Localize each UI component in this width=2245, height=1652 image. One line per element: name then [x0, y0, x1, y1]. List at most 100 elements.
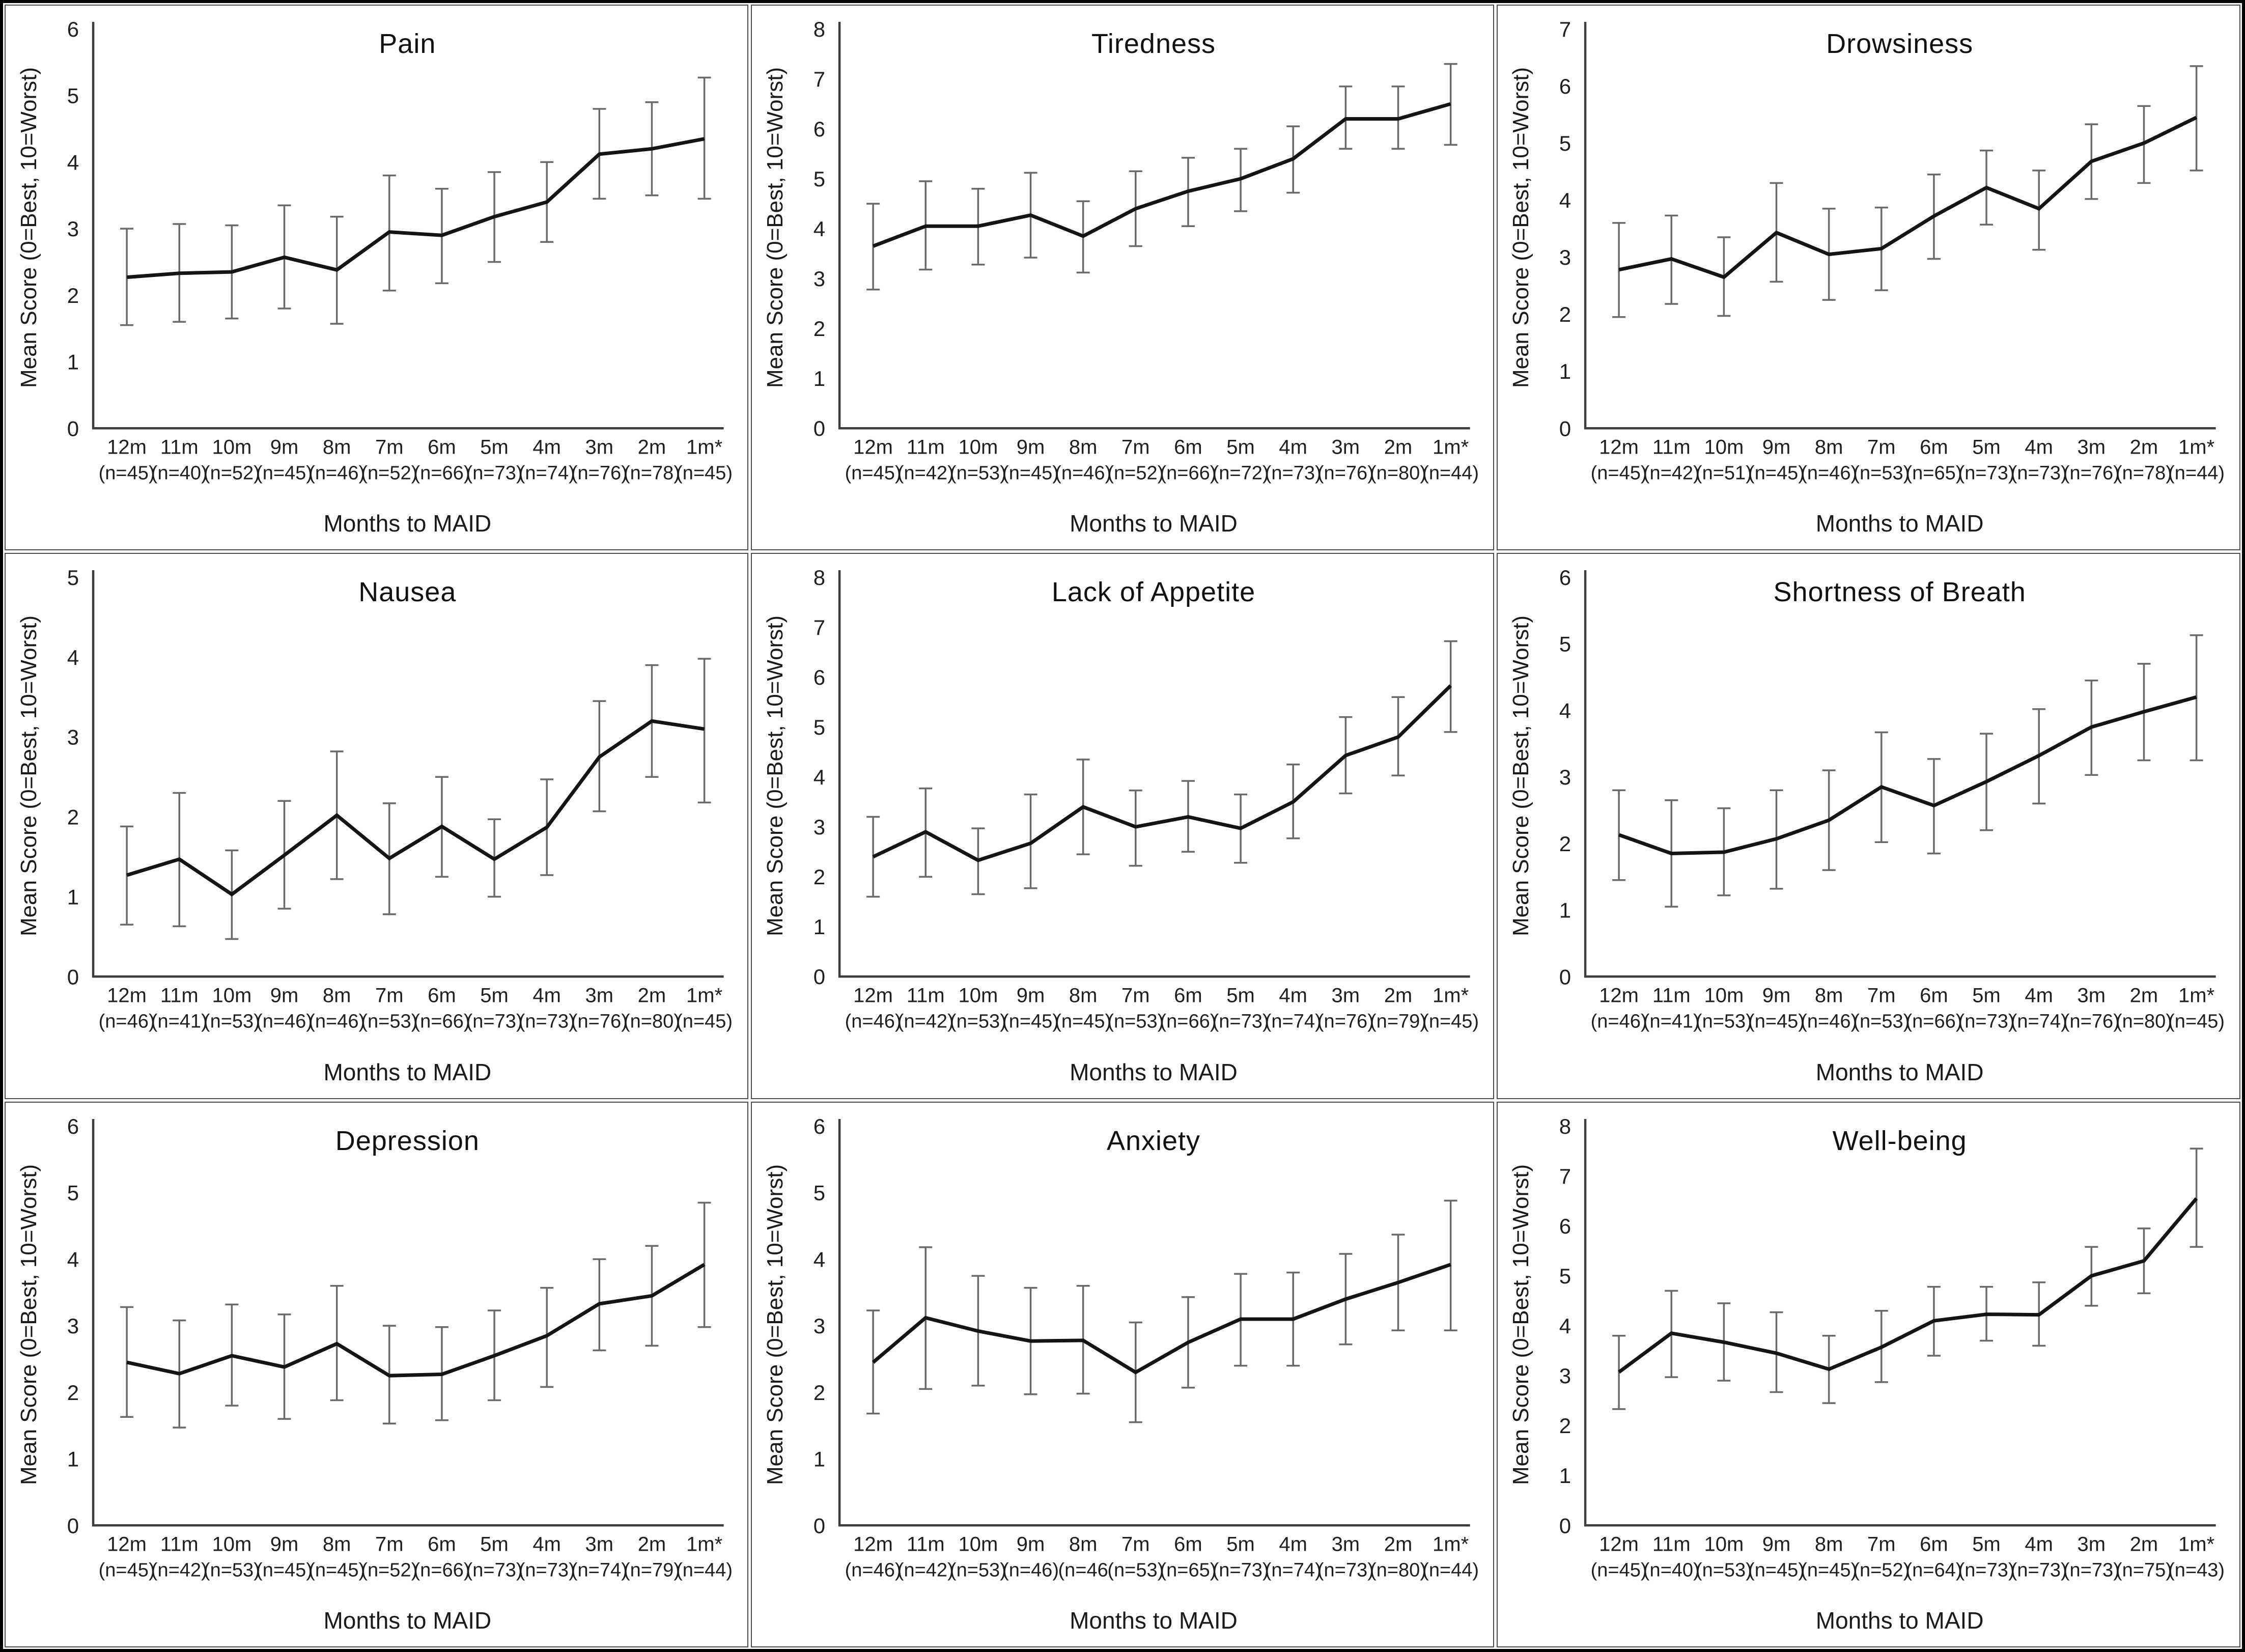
x-tick-label: 3m	[2078, 985, 2106, 1007]
x-axis-label: Months to MAID	[1070, 1058, 1238, 1085]
y-tick-label: 2	[67, 805, 79, 829]
x-tick-label: 12m	[1599, 985, 1639, 1007]
n-count-label: (n=74)	[519, 462, 575, 484]
n-count-label: (n=46)	[845, 1559, 901, 1581]
x-tick-label: 5m	[480, 985, 509, 1007]
y-tick-label: 1	[1559, 1464, 1571, 1488]
x-tick-label: 7m	[1121, 985, 1150, 1007]
chart-title: Nausea	[358, 577, 457, 608]
x-tick-label: 8m	[1069, 1533, 1098, 1555]
n-count-label: (n=42)	[897, 1559, 953, 1581]
data-line	[872, 102, 1451, 248]
x-tick-label: 7m	[375, 985, 404, 1007]
n-count-label: (n=74)	[1265, 1011, 1321, 1032]
n-count-label: (n=73)	[519, 1559, 575, 1581]
y-tick-label: 1	[67, 885, 79, 909]
x-tick-label: 4m	[532, 1533, 561, 1555]
n-count-label: (n=53)	[204, 1559, 260, 1581]
y-tick-label: 6	[813, 1114, 825, 1138]
y-tick-label: 5	[1559, 632, 1571, 656]
x-tick-label: 1m*	[686, 1533, 722, 1555]
x-tick-label: 5m	[1973, 985, 2001, 1007]
x-tick-label: 10m	[958, 985, 998, 1007]
chart-panel-well-being: Well-being Mean Score (0=Best, 10=Worst)…	[1497, 1101, 2240, 1647]
x-tick-label: 4m	[1279, 1533, 1307, 1555]
y-tick-label: 2	[67, 284, 79, 307]
n-count-label: (n=66)	[1906, 1011, 1962, 1032]
x-tick-label: 3m	[2078, 436, 2106, 458]
y-tick-label: 3	[813, 267, 825, 291]
y-tick-label: 4	[813, 1247, 825, 1271]
y-tick-label: 1	[1559, 359, 1571, 383]
x-tick-label: 7m	[375, 1533, 404, 1555]
x-axis-label: Months to MAID	[323, 1058, 492, 1085]
n-count-label: (n=53)	[361, 1011, 417, 1032]
x-tick-label: 10m	[958, 436, 998, 458]
x-tick-label: 6m	[428, 985, 456, 1007]
x-tick-label: 3m	[1331, 985, 1360, 1007]
n-count-label: (n=45)	[256, 1559, 313, 1581]
x-tick-label: 1m*	[686, 436, 722, 458]
n-count-label: (n=73)	[466, 1559, 523, 1581]
y-tick-label: 5	[1559, 1264, 1571, 1288]
x-tick-label: 9m	[1016, 1533, 1045, 1555]
n-count-label: (n=72)	[1212, 462, 1269, 484]
n-count-label: (n=44)	[2168, 462, 2225, 484]
data-line	[126, 137, 705, 279]
n-count-label: (n=45)	[1748, 1011, 1805, 1032]
x-tick-label: 1m*	[686, 985, 722, 1007]
y-tick-label: 4	[813, 765, 825, 789]
x-axis-label: Months to MAID	[1070, 1607, 1238, 1634]
x-tick-label: 7m	[1867, 1533, 1896, 1555]
n-count-label: (n=73)	[1265, 462, 1321, 484]
x-tick-label: 10m	[1704, 436, 1744, 458]
n-count-label: (n=45)	[1748, 1559, 1805, 1581]
n-count-label: (n=43)	[2168, 1559, 2225, 1581]
x-tick-label: 1m*	[1433, 985, 1469, 1007]
n-count-label: (n=52)	[361, 462, 417, 484]
x-tick-label: 5m	[480, 1533, 509, 1555]
y-tick-label: 5	[67, 84, 79, 108]
n-count-label: (n=40)	[151, 462, 208, 484]
n-count-label: (n=76)	[571, 1011, 628, 1032]
x-tick-label: 9m	[1016, 985, 1045, 1007]
x-tick-label: 12m	[853, 1533, 893, 1555]
x-tick-label: 7m	[1867, 436, 1896, 458]
y-tick-label: 8	[813, 566, 825, 590]
x-tick-label: 1m*	[1433, 1533, 1469, 1555]
x-tick-label: 9m	[1762, 1533, 1791, 1555]
n-count-label: (n=53)	[1107, 1011, 1164, 1032]
y-tick-label: 5	[813, 167, 825, 191]
plot-area: 01234567812m(n=45)11m(n=42)10m(n=53)9m(n…	[813, 17, 1478, 484]
y-tick-label: 7	[813, 67, 825, 91]
chart-title: Well-being	[1832, 1125, 1967, 1156]
y-tick-label: 5	[1559, 131, 1571, 155]
n-count-label: (n=45)	[1002, 462, 1059, 484]
x-tick-label: 8m	[1815, 1533, 1843, 1555]
n-count-label: (n=41)	[151, 1011, 208, 1032]
n-count-label: (n=66)	[413, 1011, 470, 1032]
x-tick-label: 7m	[1121, 1533, 1150, 1555]
x-tick-label: 6m	[1174, 985, 1202, 1007]
n-count-label: (n=79)	[624, 1559, 680, 1581]
chart-title: Drowsiness	[1826, 29, 1974, 59]
n-count-label: (n=46)	[1801, 462, 1858, 484]
x-tick-label: 2m	[1384, 1533, 1412, 1555]
y-tick-label: 1	[1559, 899, 1571, 922]
x-tick-label: 11m	[160, 1533, 199, 1555]
n-count-label: (n=78)	[624, 462, 680, 484]
n-count-label: (n=65)	[1160, 1559, 1216, 1581]
n-count-label: (n=46)	[1002, 1559, 1059, 1581]
y-tick-label: 6	[67, 1114, 79, 1138]
n-count-label: (n=53)	[950, 1559, 1006, 1581]
x-tick-label: 10m	[1704, 985, 1744, 1007]
chart-title: Depression	[335, 1125, 480, 1156]
x-axis-label: Months to MAID	[323, 510, 492, 537]
y-tick-label: 4	[813, 217, 825, 241]
y-tick-label: 0	[1559, 965, 1571, 989]
x-tick-label: 10m	[212, 1533, 251, 1555]
x-tick-label: 5m	[1973, 436, 2001, 458]
n-count-label: (n=45)	[676, 462, 733, 484]
n-count-label: (n=76)	[2063, 1011, 2120, 1032]
